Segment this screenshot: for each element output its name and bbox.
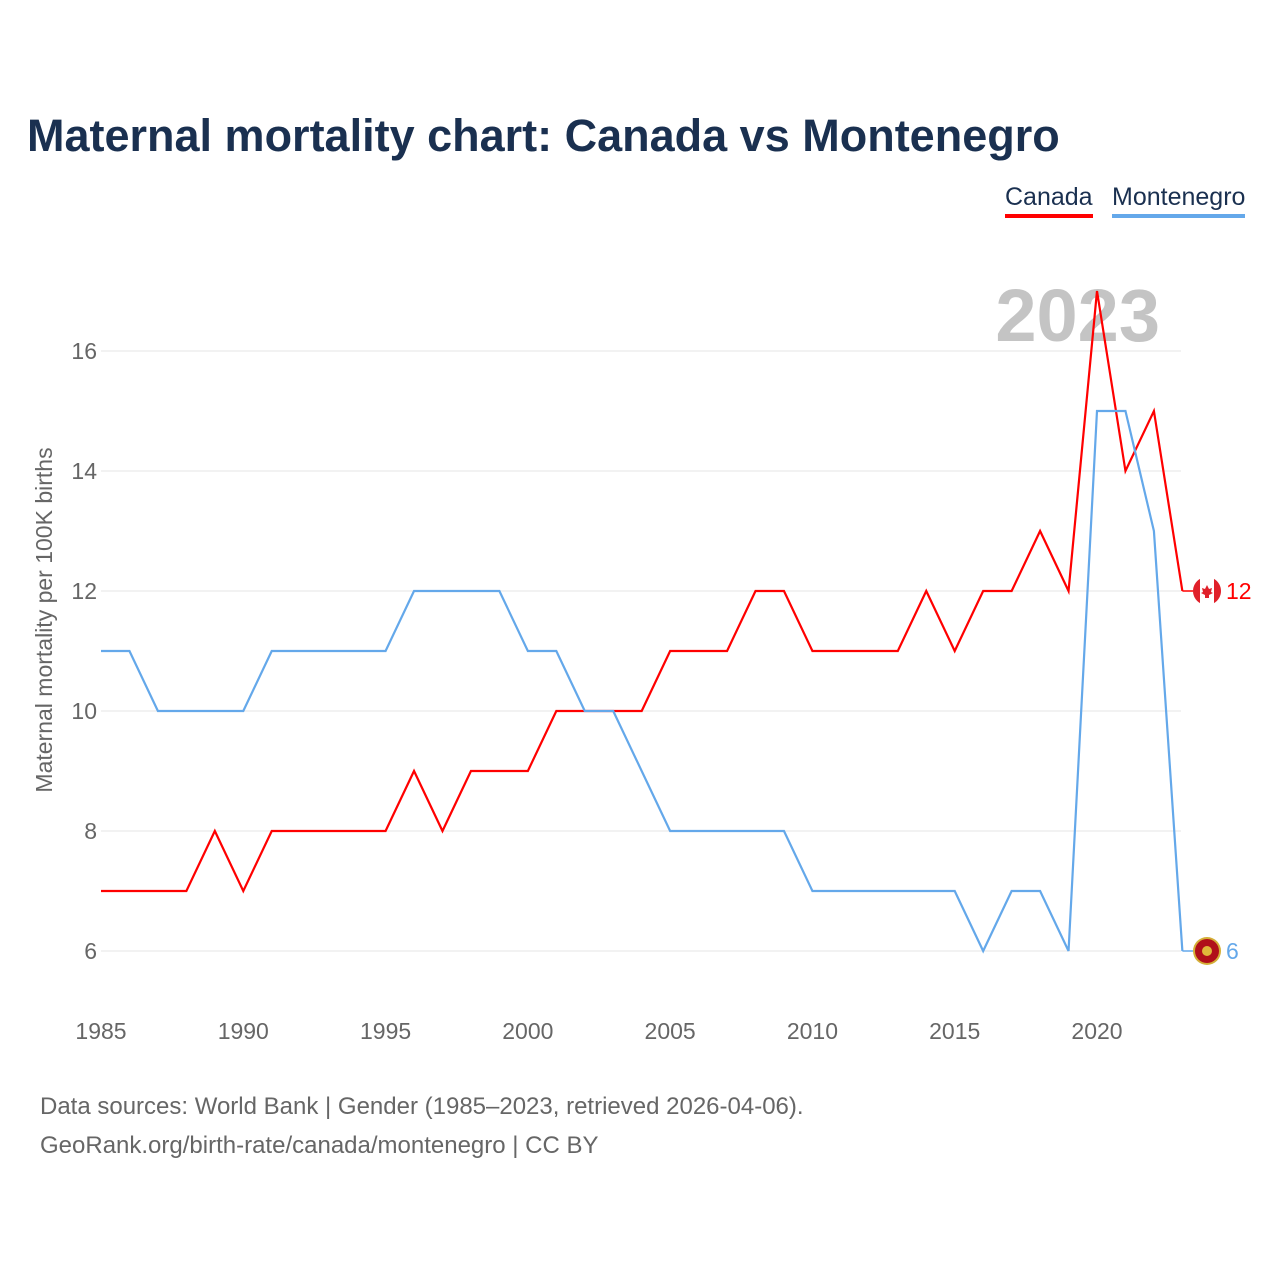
x-tick-label: 2020	[1071, 1018, 1122, 1044]
x-tick-label: 2010	[787, 1018, 838, 1044]
montenegro-flag-icon	[1193, 937, 1221, 965]
end-value-label: 6	[1226, 938, 1239, 964]
year-watermark: 2023	[995, 274, 1160, 357]
x-tick-label: 1985	[75, 1018, 126, 1044]
y-tick-label: 12	[71, 578, 97, 604]
legend-montenegro[interactable]: Montenegro	[1112, 183, 1246, 218]
y-tick-label: 16	[71, 338, 97, 364]
x-tick-label: 2015	[929, 1018, 980, 1044]
legend-canada[interactable]: Canada	[1005, 183, 1093, 218]
series-line-montenegro	[101, 409, 1184, 954]
y-tick-label: 8	[84, 818, 97, 844]
x-tick-label: 1990	[218, 1018, 269, 1044]
source-text: Data sources: World Bank | Gender (1985–…	[40, 1093, 804, 1120]
footer: Data sources: World Bank | Gender (1985–…	[40, 1087, 804, 1165]
y-tick-label: 10	[71, 698, 97, 724]
y-tick-label: 6	[84, 938, 97, 964]
canada-flag-icon	[1193, 577, 1221, 605]
chart-title: Maternal mortality chart: Canada vs Mont…	[27, 110, 1060, 161]
y-axis-label: Maternal mortality per 100K births	[31, 447, 57, 792]
x-tick-label: 2005	[645, 1018, 696, 1044]
attribution-link[interactable]: GeoRank.org/birth-rate/canada/montenegro…	[40, 1132, 599, 1159]
end-value-label: 12	[1226, 578, 1252, 604]
x-tick-label: 2000	[502, 1018, 553, 1044]
series-line-canada	[101, 290, 1184, 894]
y-tick-label: 14	[71, 458, 97, 484]
x-tick-label: 1995	[360, 1018, 411, 1044]
